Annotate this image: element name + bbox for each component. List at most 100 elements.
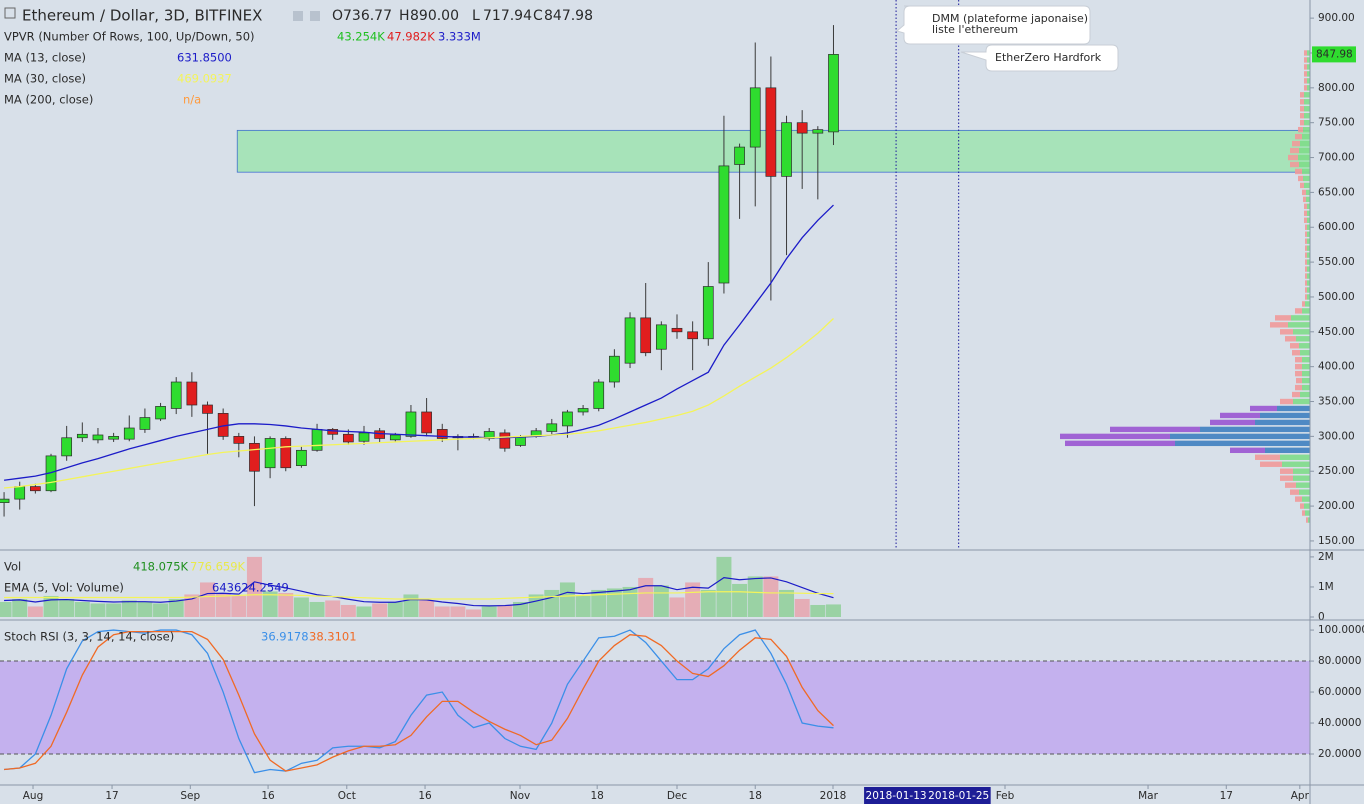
collapse-icon[interactable] xyxy=(4,7,16,19)
legend-value: 776.659K xyxy=(190,560,246,574)
vpvr-down xyxy=(1295,496,1302,502)
vpvr-up xyxy=(1300,391,1310,398)
candle-body xyxy=(499,432,511,449)
volume-bar xyxy=(685,582,701,617)
candle-body xyxy=(358,432,370,442)
volume-bar xyxy=(622,586,638,617)
legend-label: EMA (5, Vol: Volume) xyxy=(4,581,124,595)
volume-bar xyxy=(794,598,810,617)
vpvr-down xyxy=(1304,50,1307,56)
vpvr-up xyxy=(1293,468,1310,474)
candle-body xyxy=(249,442,260,472)
legend-value: 469.0937 xyxy=(177,72,232,86)
candle-body xyxy=(233,436,245,444)
volume-line xyxy=(4,591,834,600)
y-tick-label: 1M xyxy=(1318,581,1334,593)
ohlc-label: H xyxy=(399,8,410,24)
x-tick-label: 17 xyxy=(1220,790,1233,802)
vpvr-down xyxy=(1305,287,1307,293)
vpvr-up xyxy=(1293,329,1310,335)
icon[interactable] xyxy=(310,11,320,21)
y-tick-label: 80.0000 xyxy=(1318,655,1361,667)
vpvr-down xyxy=(1220,412,1260,419)
vpvr-down xyxy=(1305,280,1307,286)
vpvr-down xyxy=(1300,182,1304,189)
vpvr-up xyxy=(1300,350,1310,356)
candle-body xyxy=(186,381,198,406)
candle-body xyxy=(61,437,73,457)
volume-bar xyxy=(450,606,466,617)
candle-body xyxy=(734,146,745,165)
vpvr-down xyxy=(1300,113,1304,119)
candle-body xyxy=(389,434,401,441)
y-tick-label: 2M xyxy=(1318,551,1334,563)
vpvr-down xyxy=(1304,78,1307,84)
vpvr-down xyxy=(1305,231,1307,237)
y-tick-label: 800.00 xyxy=(1318,82,1355,94)
volume-bar xyxy=(262,591,278,617)
vpvr-up xyxy=(1304,119,1310,126)
volume-bar xyxy=(293,597,309,617)
candle-body xyxy=(655,324,667,350)
x-tick-label: Oct xyxy=(338,790,356,802)
vpvr-up xyxy=(1302,308,1310,314)
vpvr-down xyxy=(1300,119,1304,126)
x-tick-label: Sep xyxy=(180,790,200,802)
vpvr-up xyxy=(1296,482,1310,488)
vpvr-up xyxy=(1299,147,1310,154)
vpvr-up xyxy=(1306,196,1310,203)
annotation-text: DMM (plateforme japonaise) xyxy=(932,12,1088,25)
vpvr-up xyxy=(1282,461,1310,467)
vpvr-up xyxy=(1255,419,1310,426)
x-tick-label: 2018 xyxy=(820,790,847,802)
vpvr-down xyxy=(1110,426,1200,433)
vpvr-down xyxy=(1303,196,1306,203)
ohlc-value: 890.00 xyxy=(410,8,459,24)
vpvr-up xyxy=(1307,78,1310,84)
vpvr-up xyxy=(1307,217,1310,223)
vpvr-down xyxy=(1305,259,1307,265)
vpvr-up xyxy=(1307,203,1310,210)
candle-body xyxy=(796,122,808,134)
candle-body xyxy=(765,87,777,177)
legend-value: 43.254K xyxy=(337,30,385,44)
vpvr-up xyxy=(1307,231,1310,237)
vpvr-up xyxy=(1304,99,1310,105)
event-label: 2018-01-13 xyxy=(866,790,927,802)
vpvr-down xyxy=(1304,71,1307,77)
vpvr-down xyxy=(1290,489,1299,495)
vpvr-up xyxy=(1303,175,1310,182)
candle-body xyxy=(609,355,620,383)
vpvr-up xyxy=(1302,363,1310,370)
vpvr-down xyxy=(1275,315,1291,321)
volume-bar xyxy=(732,583,748,617)
y-tick-label: 400.00 xyxy=(1318,361,1355,373)
vpvr-up xyxy=(1307,287,1310,293)
vpvr-down xyxy=(1304,64,1307,70)
callout-box xyxy=(960,44,1119,72)
candle-body xyxy=(546,423,558,432)
vpvr-up xyxy=(1307,71,1310,77)
vpvr-down xyxy=(1060,433,1170,440)
vpvr-up xyxy=(1307,64,1310,70)
icon[interactable] xyxy=(293,11,303,21)
vpvr-up xyxy=(1307,280,1310,286)
candle-body xyxy=(640,317,652,354)
vpvr-down xyxy=(1065,440,1175,447)
vpvr-up xyxy=(1306,189,1310,196)
candle-body xyxy=(123,427,135,440)
candle-body xyxy=(30,486,41,492)
vpvr-down xyxy=(1302,301,1305,307)
ohlc-value: 736.77 xyxy=(343,8,392,24)
vpvr-up xyxy=(1305,510,1310,516)
candle-body xyxy=(14,486,26,500)
volume-bar xyxy=(606,588,622,617)
vpvr-up xyxy=(1300,140,1310,147)
vpvr-down xyxy=(1295,168,1302,175)
vpvr-down xyxy=(1298,175,1303,182)
vpvr-down xyxy=(1280,398,1293,405)
vpvr-up xyxy=(1304,92,1310,98)
legend-label: Stoch RSI (3, 3, 14, 14, close) xyxy=(4,630,174,644)
y-tick-label: 200.00 xyxy=(1318,500,1355,512)
legend-value: n/a xyxy=(183,93,201,107)
